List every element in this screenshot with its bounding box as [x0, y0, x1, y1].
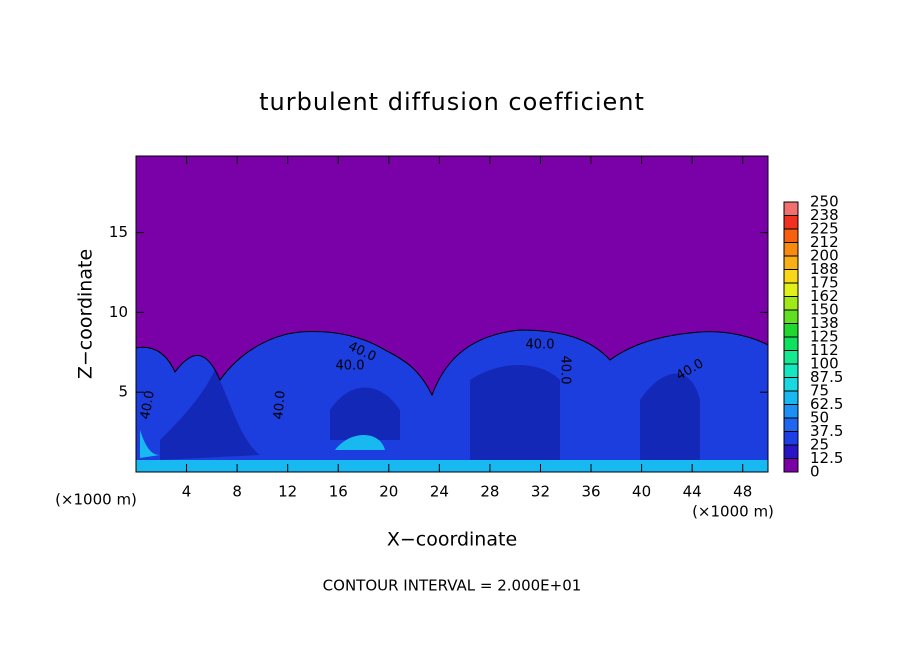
x-tick-label: 32 — [531, 483, 550, 501]
colorbar-segment — [784, 404, 798, 418]
x-tick-label: 28 — [480, 483, 499, 501]
colorbar-label: 112 — [810, 341, 839, 359]
colorbar-label: 150 — [810, 301, 839, 319]
contour-line — [136, 329, 768, 397]
colorbar-label: 87.5 — [810, 368, 843, 386]
colorbar-label: 50 — [810, 409, 829, 427]
x-unit: (×1000 m) — [692, 503, 774, 521]
colorbar-label: 125 — [810, 328, 839, 346]
colorbar-segment — [784, 418, 798, 432]
colorbar-segment — [784, 296, 798, 310]
colorbar-segment — [784, 283, 798, 297]
colorbar-label: 25 — [810, 436, 829, 454]
x-tick-label: 36 — [581, 483, 600, 501]
x-tick-label: 24 — [430, 483, 449, 501]
colorbar-label: 37.5 — [810, 422, 843, 440]
contour-label: 40.0 — [558, 356, 573, 385]
colorbar-label: 100 — [810, 355, 839, 373]
colorbar-label: 0 — [810, 463, 820, 481]
colorbar-segment — [784, 377, 798, 391]
y-tick-label: 10 — [109, 303, 128, 321]
colorbar-label: 200 — [810, 247, 839, 265]
colorbar-segment — [784, 364, 798, 378]
colorbar-segment — [784, 391, 798, 405]
contour-label: 40.0 — [336, 359, 365, 374]
colorbar-segment — [784, 458, 798, 472]
x-axis-title: X−coordinate — [387, 529, 517, 551]
colorbar-label: 188 — [810, 260, 839, 278]
y-axis-title: Z−coordinate — [75, 249, 97, 379]
colorbar-segment — [784, 269, 798, 283]
chart-title: turbulent diffusion coefficient — [259, 88, 645, 116]
colorbar-label: 62.5 — [810, 395, 843, 413]
contour-label: 40.0 — [138, 389, 158, 420]
colorbar-segment — [784, 242, 798, 256]
colorbar-label: 12.5 — [810, 449, 843, 467]
colorbar-segment — [784, 215, 798, 229]
colorbar-label: 75 — [810, 382, 829, 400]
y-tick-label: 5 — [118, 383, 128, 401]
x-tick-label: 4 — [182, 483, 192, 501]
x-tick-label: 40 — [632, 483, 651, 501]
colorbar-segment — [784, 202, 798, 216]
colorbar-segment — [784, 350, 798, 364]
field-region — [136, 430, 768, 472]
colorbar-segment — [784, 323, 798, 337]
x-tick-label: 48 — [733, 483, 752, 501]
field-region — [136, 330, 768, 472]
colorbar-label: 212 — [810, 233, 839, 251]
x-tick-label: 44 — [683, 483, 702, 501]
colorbar-label: 238 — [810, 206, 839, 224]
footer: CONTOUR INTERVAL = 2.000E+01 — [323, 577, 582, 595]
x-tick-label: 12 — [278, 483, 297, 501]
colorbar-label: 250 — [810, 193, 839, 211]
colorbar-segment — [784, 229, 798, 243]
field-region — [160, 365, 700, 460]
colorbar-segment — [784, 431, 798, 445]
y-tick-label: 15 — [109, 223, 128, 241]
x-tick-label: 16 — [329, 483, 348, 501]
colorbar-segment — [784, 337, 798, 351]
x-unit: (×1000 m) — [55, 491, 137, 509]
colorbar-segment — [784, 310, 798, 324]
contour-label: 40.0 — [271, 390, 288, 420]
contour-label: 40.0 — [526, 338, 555, 353]
colorbar-label: 175 — [810, 274, 839, 292]
colorbar-label: 162 — [810, 287, 839, 305]
field — [136, 329, 768, 472]
colorbar-segment — [784, 445, 798, 459]
x-tick-label: 20 — [379, 483, 398, 501]
colorbar-label: 225 — [810, 220, 839, 238]
plot-frame — [135, 155, 769, 473]
colorbar-segment — [784, 256, 798, 270]
x-tick-label: 8 — [232, 483, 242, 501]
colorbar-label: 138 — [810, 314, 839, 332]
